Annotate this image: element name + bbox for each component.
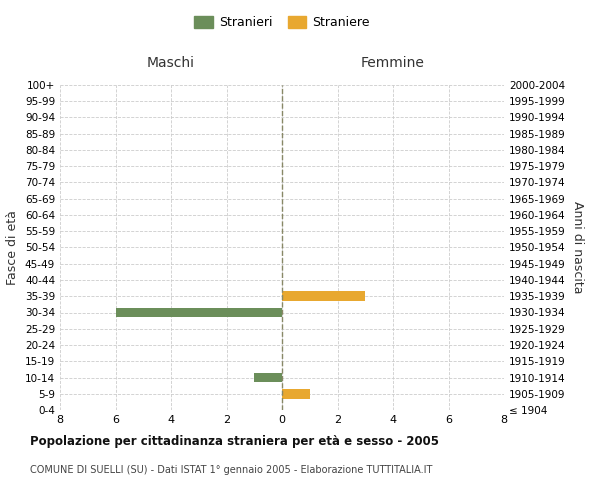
Y-axis label: Fasce di età: Fasce di età [7, 210, 19, 285]
Legend: Stranieri, Straniere: Stranieri, Straniere [189, 11, 375, 34]
Bar [254, 372, 282, 382]
Bar [282, 389, 310, 398]
Bar [115, 308, 282, 318]
Text: Femmine: Femmine [361, 56, 425, 70]
Bar [282, 292, 365, 301]
Text: Popolazione per cittadinanza straniera per età e sesso - 2005: Popolazione per cittadinanza straniera p… [30, 435, 439, 448]
Y-axis label: Anni di nascita: Anni di nascita [571, 201, 584, 294]
Text: COMUNE DI SUELLI (SU) - Dati ISTAT 1° gennaio 2005 - Elaborazione TUTTITALIA.IT: COMUNE DI SUELLI (SU) - Dati ISTAT 1° ge… [30, 465, 433, 475]
Text: Maschi: Maschi [147, 56, 195, 70]
